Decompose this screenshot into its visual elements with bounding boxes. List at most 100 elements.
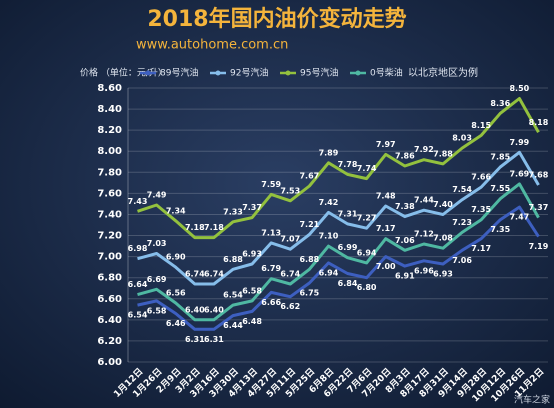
legend-marker [355, 70, 361, 76]
data-label: 8.50 [509, 84, 529, 93]
series-line [137, 205, 540, 331]
data-label: 6.90 [166, 253, 186, 262]
legend-label: 0号柴油 [370, 67, 403, 79]
data-label: 7.88 [433, 149, 453, 158]
data-label: 6.56 [166, 288, 186, 297]
chart-title: 2018年国内油价变动走势 [147, 6, 406, 32]
data-label: 6.88 [299, 255, 319, 264]
y-tick-label: 8.00 [97, 146, 122, 157]
data-label: 6.99 [338, 243, 358, 252]
data-label: 6.80 [357, 283, 377, 292]
data-label: 6.31 [204, 335, 224, 344]
data-label: 8.03 [452, 134, 472, 143]
data-label: 8.18 [529, 118, 549, 127]
data-label: 7.67 [299, 172, 319, 181]
data-label: 7.07 [280, 235, 300, 244]
data-label: 6.74 [280, 270, 300, 279]
data-label: 6.88 [223, 255, 243, 264]
data-label: 7.66 [471, 173, 491, 182]
data-label: 7.59 [261, 180, 281, 189]
y-tick-label: 7.40 [97, 209, 122, 220]
data-label: 6.91 [395, 272, 415, 281]
data-label: 7.54 [452, 185, 472, 194]
data-label: 7.48 [376, 192, 396, 201]
data-label: 7.27 [357, 214, 377, 223]
data-label: 7.43 [128, 197, 148, 206]
data-label: 6.40 [204, 305, 224, 314]
data-label: 7.35 [490, 225, 510, 234]
data-label: 6.58 [242, 286, 262, 295]
data-label: 6.84 [338, 279, 358, 288]
watermark: 汽车之家 [514, 394, 550, 406]
data-label: 7.53 [280, 186, 300, 195]
data-label: 6.79 [261, 264, 281, 273]
series-line [137, 182, 540, 322]
data-label: 6.98 [128, 244, 148, 253]
data-label: 6.93 [242, 249, 262, 258]
data-label: 7.31 [338, 209, 358, 218]
data-label: 7.13 [261, 228, 281, 237]
y-tick-label: 6.20 [97, 336, 122, 347]
y-tick-label: 7.00 [97, 252, 122, 263]
data-label: 7.03 [147, 239, 167, 248]
data-label: 7.19 [529, 242, 549, 251]
data-label: 7.68 [529, 170, 549, 179]
y-tick-label: 7.60 [97, 188, 122, 199]
data-label: 7.18 [185, 223, 205, 232]
data-label: 7.89 [319, 148, 339, 157]
data-label: 7.42 [319, 198, 339, 207]
data-label: 7.00 [376, 262, 396, 271]
data-label: 8.15 [471, 121, 491, 130]
data-label: 6.31 [185, 335, 205, 344]
data-label: 6.54 [223, 291, 243, 300]
legend-label: 95号汽油 [300, 67, 338, 79]
data-label: 6.74 [185, 270, 205, 279]
data-label: 7.86 [395, 151, 415, 160]
y-tick-label: 6.40 [97, 315, 122, 326]
series-line [137, 97, 540, 240]
data-label: 6.64 [128, 280, 148, 289]
data-label: 8.36 [490, 99, 510, 108]
data-label: 6.75 [299, 288, 319, 297]
y-axis-label: 价格 （单位：元/升） [80, 67, 167, 79]
legend-marker [215, 70, 221, 76]
data-label: 6.94 [357, 248, 377, 257]
data-label: 7.85 [490, 153, 510, 162]
data-label: 7.49 [147, 190, 167, 199]
data-label: 7.23 [452, 218, 472, 227]
data-label: 7.18 [204, 223, 224, 232]
legend-label: 89号汽油 [160, 67, 198, 79]
data-label: 7.10 [319, 232, 339, 241]
legend-label: 92号汽油 [230, 67, 268, 79]
data-label: 7.17 [471, 244, 491, 253]
data-label: 7.47 [509, 213, 529, 222]
legend-marker [285, 70, 291, 76]
y-tick-label: 6.00 [97, 357, 122, 368]
data-label: 7.06 [452, 256, 472, 265]
data-label: 7.21 [299, 220, 319, 229]
data-label: 7.74 [357, 164, 377, 173]
data-label: 6.94 [319, 268, 339, 277]
data-label: 6.96 [414, 266, 434, 275]
data-label: 7.17 [376, 224, 396, 233]
data-label: 7.99 [509, 138, 529, 147]
subtitle: www.autohome.com.cn [136, 38, 288, 53]
data-label: 6.46 [166, 319, 186, 328]
data-label: 6.58 [147, 306, 167, 315]
data-label: 7.12 [414, 229, 434, 238]
data-label: 7.08 [433, 234, 453, 243]
data-label: 7.44 [414, 196, 434, 205]
y-tick-label: 8.20 [97, 125, 122, 136]
data-label: 6.62 [280, 302, 300, 311]
data-label: 7.97 [376, 140, 396, 149]
data-label: 7.38 [395, 202, 415, 211]
data-label: 6.44 [223, 321, 243, 330]
data-label: 7.06 [395, 236, 415, 245]
y-tick-label: 6.60 [97, 294, 122, 305]
data-label: 6.40 [185, 305, 205, 314]
data-label: 7.78 [338, 160, 358, 169]
data-label: 6.48 [242, 317, 262, 326]
data-label: 7.92 [414, 145, 434, 154]
data-label: 7.37 [242, 203, 262, 212]
